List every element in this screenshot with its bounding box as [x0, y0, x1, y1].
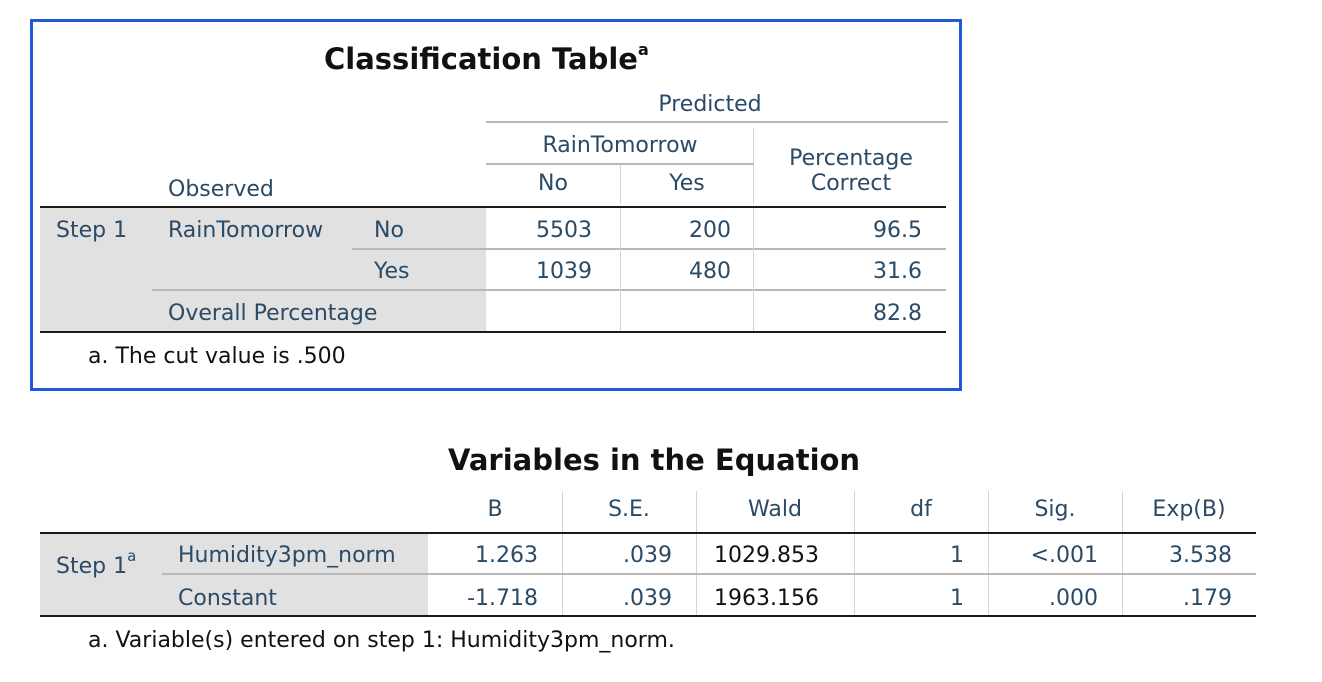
var-divider-2 [696, 491, 697, 615]
cell-no-no: 5503 [536, 218, 592, 243]
constant-wald: 1963.156 [714, 586, 819, 611]
variables-header-rule [40, 532, 1256, 534]
col-yes-header: Yes [669, 171, 705, 196]
row-divider-2 [152, 289, 946, 291]
header-sig: Sig. [1034, 497, 1076, 522]
col-no-header: No [538, 171, 568, 196]
header-b: B [487, 497, 503, 522]
row-divider-1 [352, 248, 946, 250]
variables-footnote: a. Variable(s) entered on step 1: Humidi… [88, 628, 675, 653]
constant-sig: .000 [1049, 586, 1098, 611]
cell-no-pct: 96.5 [873, 218, 922, 243]
header-wald: Wald [748, 497, 802, 522]
classification-footnote: a. The cut value is .500 [88, 344, 346, 369]
overall-percentage-label: Overall Percentage [168, 301, 378, 326]
classification-header-rule [40, 206, 946, 208]
classification-step-label: Step 1 [56, 218, 128, 243]
cell-yes-no: 1039 [536, 259, 592, 284]
header-df: df [910, 497, 932, 522]
rain-tomorrow-underline [486, 163, 754, 165]
observed-header: Observed [168, 177, 274, 202]
cell-yes-yes: 480 [689, 259, 731, 284]
header-divider [753, 128, 754, 204]
row-variable-label: RainTomorrow [168, 218, 324, 243]
variables-step-footnote-marker: a [127, 547, 137, 565]
classification-title-footnote-marker: a [637, 40, 649, 59]
constant-df: 1 [950, 586, 964, 611]
variables-table-title: Variables in the Equation [448, 443, 861, 477]
humidity-se: .039 [623, 543, 672, 568]
percentage-correct-header-line2: Correct [810, 171, 892, 196]
humidity-expb: 3.538 [1169, 543, 1232, 568]
classification-bottom-rule [40, 331, 946, 333]
humidity-wald: 1029.853 [714, 543, 819, 568]
classification-table-title: Classification Tablea [324, 33, 649, 76]
cell-no-yes: 200 [689, 218, 731, 243]
predicted-underline [486, 121, 948, 123]
constant-se: .039 [623, 586, 672, 611]
header-expb: Exp(B) [1152, 497, 1226, 522]
variables-step-label: Step 1a [56, 543, 136, 580]
humidity-df: 1 [950, 543, 964, 568]
constant-expb: .179 [1183, 586, 1232, 611]
body-divider-no-yes [620, 208, 621, 331]
variables-row-divider [162, 573, 1256, 575]
header-se: S.E. [608, 497, 650, 522]
row-constant-label: Constant [178, 586, 277, 611]
var-divider-1 [562, 491, 563, 615]
variables-step-text: Step 1 [56, 554, 128, 579]
row-no-label: No [374, 218, 404, 243]
classification-title-text: Classification Table [324, 42, 638, 76]
var-divider-3 [854, 491, 855, 615]
percentage-correct-header-line1: Percentage [789, 146, 913, 171]
row-humidity-label: Humidity3pm_norm [178, 543, 396, 568]
humidity-sig: <.001 [1030, 543, 1098, 568]
constant-b: -1.718 [467, 586, 538, 611]
no-yes-divider [620, 165, 621, 204]
humidity-b: 1.263 [475, 543, 538, 568]
classification-table-selection[interactable] [30, 19, 962, 391]
classification-row-stub [40, 207, 486, 331]
var-divider-5 [1122, 491, 1123, 615]
var-divider-4 [988, 491, 989, 615]
row-yes-label: Yes [374, 259, 410, 284]
body-divider-yes-pct [753, 208, 754, 331]
cell-yes-pct: 31.6 [873, 259, 922, 284]
overall-percentage-value: 82.8 [873, 301, 922, 326]
rain-tomorrow-header: RainTomorrow [542, 133, 698, 158]
variables-bottom-rule [40, 615, 1256, 617]
predicted-header: Predicted [658, 92, 762, 117]
